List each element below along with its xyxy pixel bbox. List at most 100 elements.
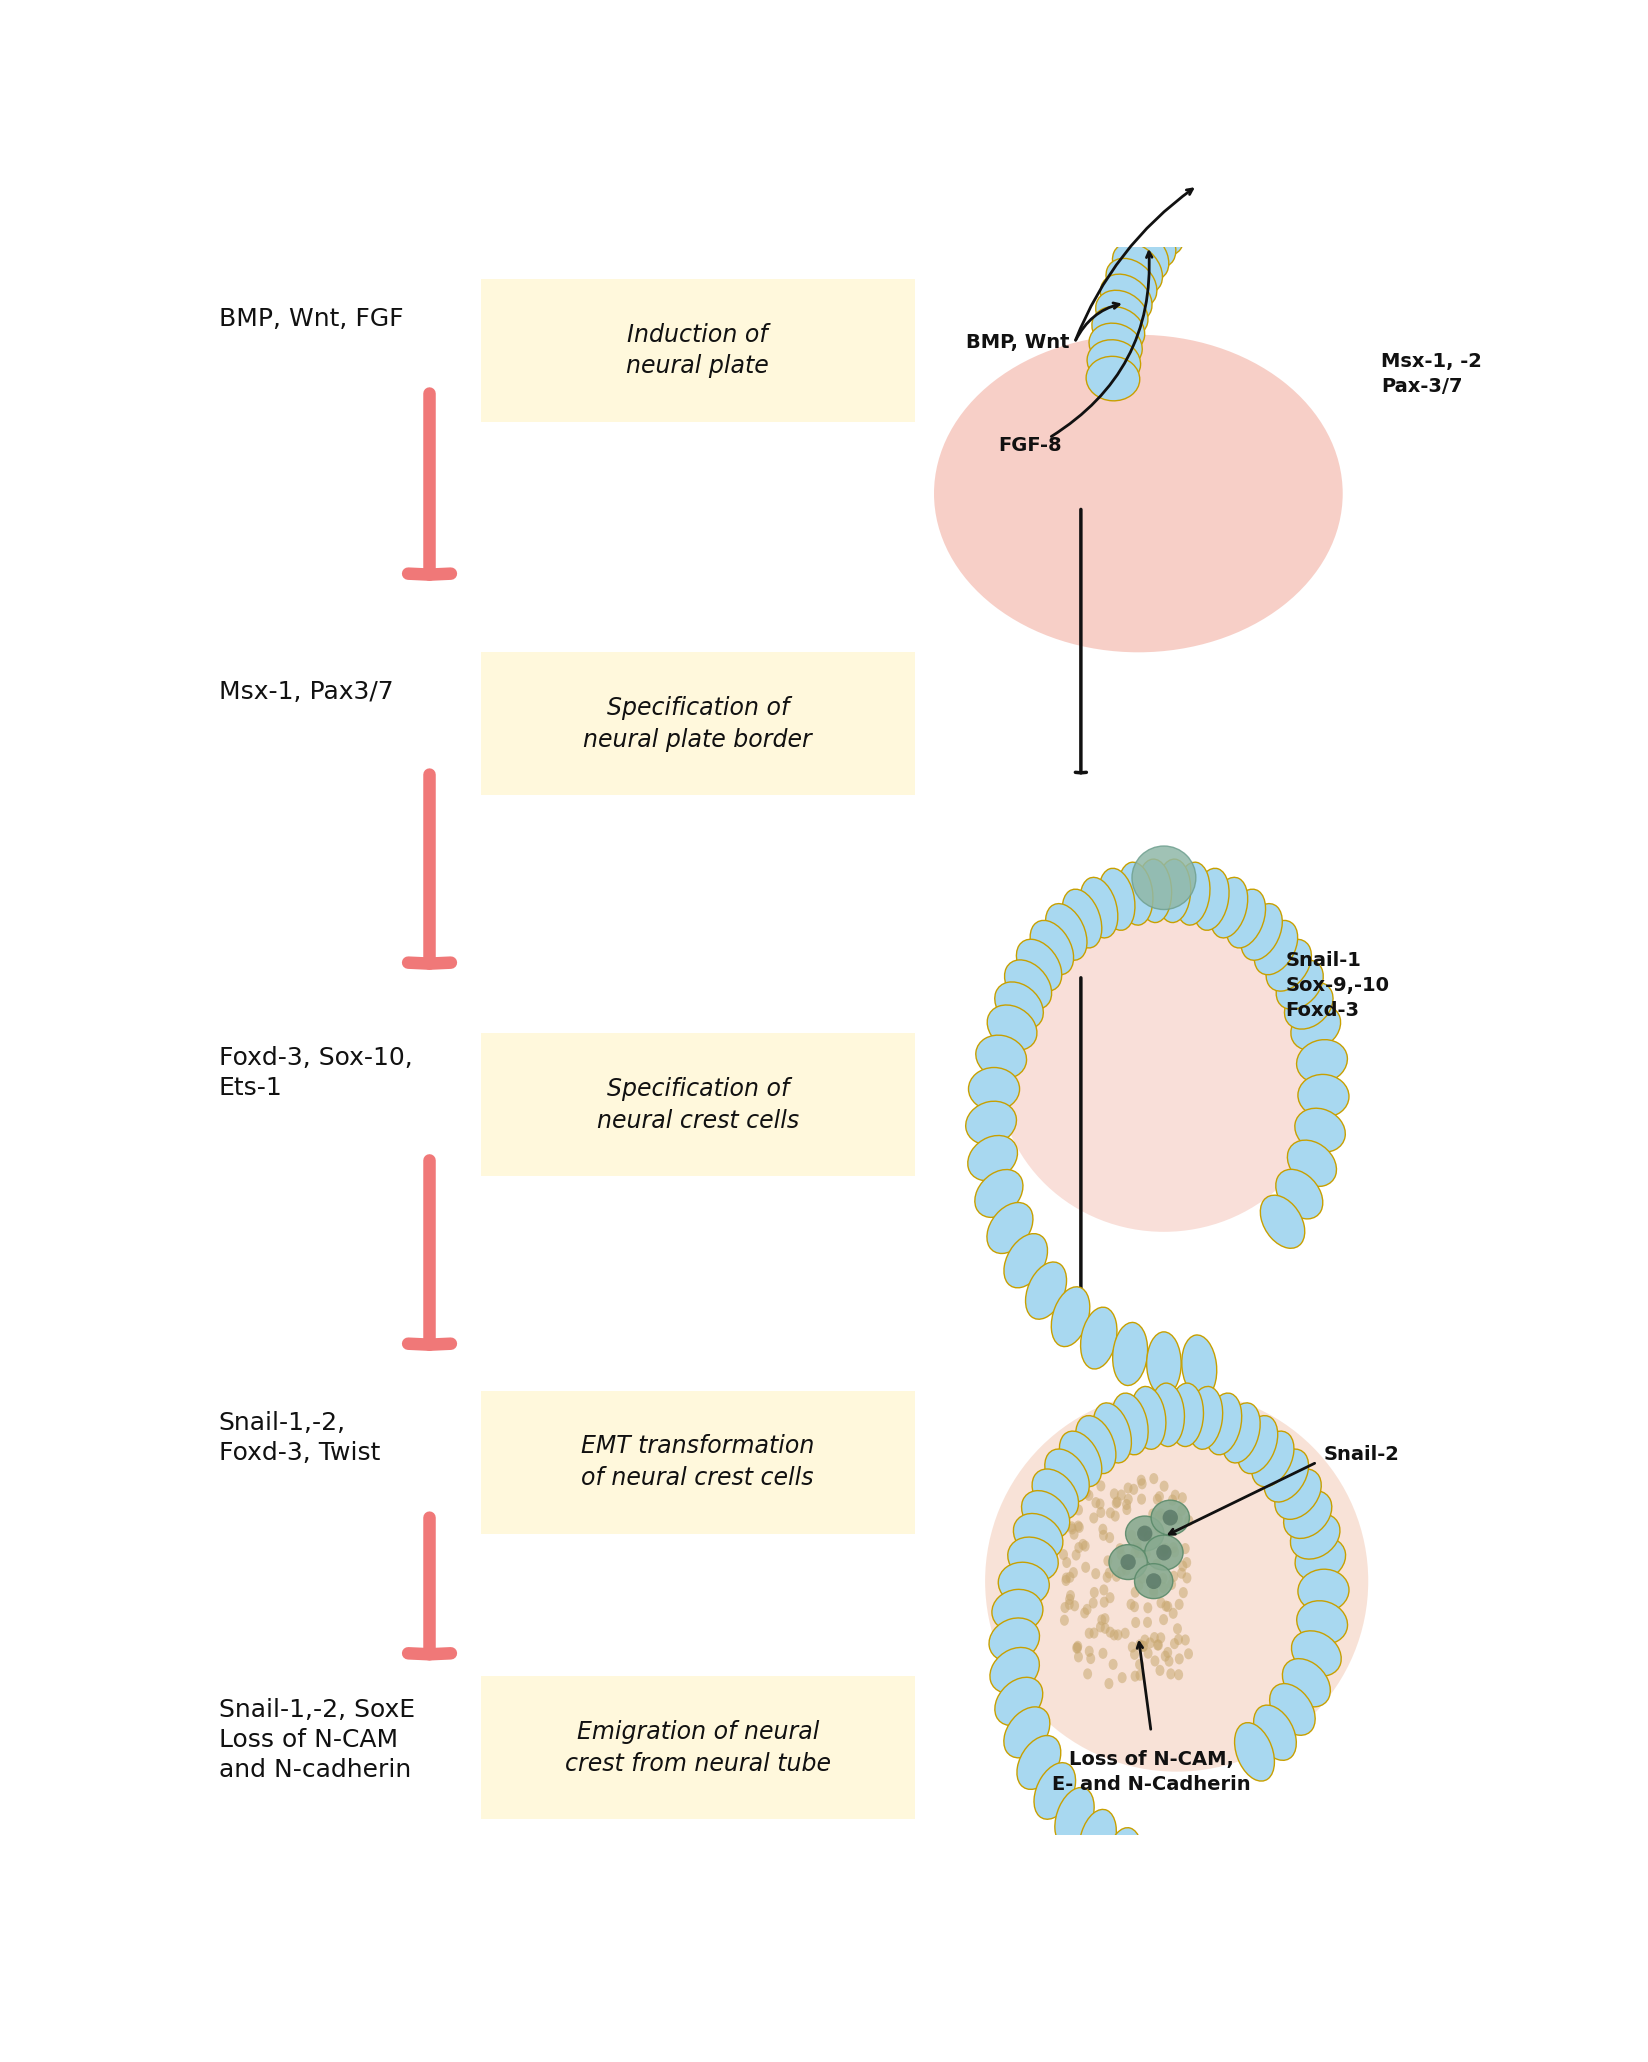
Ellipse shape [1005,961,1051,1008]
Circle shape [1154,1493,1162,1505]
Circle shape [1083,1604,1091,1615]
Circle shape [1074,1520,1083,1532]
Circle shape [1073,1641,1083,1652]
Circle shape [1086,1654,1096,1664]
Circle shape [1117,1565,1126,1577]
Circle shape [1149,1588,1159,1598]
Ellipse shape [1297,1039,1348,1083]
Circle shape [1163,1648,1172,1658]
Circle shape [1144,1617,1152,1627]
Ellipse shape [1282,1658,1330,1707]
Circle shape [1180,1542,1190,1555]
Circle shape [1127,1641,1137,1652]
Circle shape [1139,1641,1149,1652]
Circle shape [1155,1491,1163,1503]
FancyBboxPatch shape [481,1033,915,1175]
Circle shape [1170,1489,1180,1501]
Ellipse shape [1167,163,1211,223]
Ellipse shape [1290,1004,1340,1050]
Ellipse shape [1182,1334,1216,1398]
Circle shape [1112,1497,1121,1509]
Circle shape [1127,1530,1135,1540]
Ellipse shape [992,1590,1043,1633]
Ellipse shape [1093,1402,1132,1462]
Ellipse shape [1017,1736,1061,1790]
FancyBboxPatch shape [481,1676,915,1819]
Ellipse shape [1203,136,1243,198]
Ellipse shape [1266,940,1312,992]
Circle shape [1089,1627,1099,1639]
Circle shape [1168,1542,1178,1553]
Ellipse shape [1188,1386,1223,1450]
Text: Loss of N-CAM,
E- and N-Cadherin: Loss of N-CAM, E- and N-Cadherin [1051,1751,1251,1794]
Text: Emigration of neural
crest from neural tube: Emigration of neural crest from neural t… [565,1720,831,1775]
Ellipse shape [1162,1509,1178,1526]
Circle shape [1183,1648,1193,1660]
Circle shape [1134,1546,1144,1559]
Ellipse shape [1131,1386,1165,1450]
Ellipse shape [1292,1631,1341,1676]
Circle shape [1106,1532,1114,1542]
Circle shape [1074,1542,1083,1553]
Ellipse shape [967,1136,1017,1182]
Circle shape [1165,1656,1173,1666]
Circle shape [1160,1650,1170,1662]
Ellipse shape [1168,1384,1203,1448]
Ellipse shape [1033,1763,1076,1819]
Circle shape [1066,1590,1074,1602]
Ellipse shape [1030,920,1073,975]
Circle shape [1079,1608,1089,1619]
Ellipse shape [1014,1514,1063,1559]
Circle shape [1091,1497,1101,1507]
Ellipse shape [1126,1516,1163,1551]
Circle shape [1070,1528,1078,1540]
Ellipse shape [1099,868,1135,930]
Circle shape [1070,1600,1079,1610]
Ellipse shape [1112,243,1162,293]
Ellipse shape [1045,1450,1089,1501]
Circle shape [1137,1639,1145,1652]
Ellipse shape [995,1676,1043,1726]
Ellipse shape [1157,1544,1172,1561]
Circle shape [1170,1546,1178,1557]
Circle shape [1140,1635,1149,1645]
Ellipse shape [1079,876,1117,938]
Ellipse shape [1088,340,1140,384]
Ellipse shape [1221,1402,1261,1462]
Circle shape [1134,1542,1142,1555]
Ellipse shape [1045,903,1088,961]
Circle shape [1096,1481,1106,1491]
Ellipse shape [1612,0,1648,60]
Circle shape [1177,1505,1187,1516]
Circle shape [1109,1658,1117,1670]
Circle shape [1078,1538,1088,1551]
Ellipse shape [1089,324,1142,369]
Circle shape [1162,1514,1172,1524]
Circle shape [1129,1485,1139,1495]
FancyBboxPatch shape [481,652,915,796]
Ellipse shape [1295,1107,1345,1153]
Circle shape [1089,1598,1098,1608]
Circle shape [1157,1598,1165,1608]
Ellipse shape [1004,1233,1048,1289]
Ellipse shape [1145,1534,1183,1569]
FancyBboxPatch shape [481,278,915,423]
Circle shape [1157,1633,1165,1643]
Circle shape [1131,1670,1139,1683]
Ellipse shape [1269,1683,1315,1736]
Circle shape [1173,1633,1183,1645]
Circle shape [1131,1600,1139,1612]
Circle shape [1084,1645,1094,1658]
Ellipse shape [1112,1394,1149,1456]
Circle shape [1122,1565,1131,1575]
Ellipse shape [1167,1852,1201,1914]
Circle shape [1170,1571,1178,1582]
Text: FGF-8: FGF-8 [997,437,1061,456]
Circle shape [1096,1499,1104,1509]
Ellipse shape [1145,1573,1162,1590]
Ellipse shape [989,1619,1040,1662]
Circle shape [1070,1567,1078,1577]
Circle shape [1096,1507,1106,1518]
Circle shape [1168,1495,1177,1505]
Circle shape [1183,1573,1192,1584]
